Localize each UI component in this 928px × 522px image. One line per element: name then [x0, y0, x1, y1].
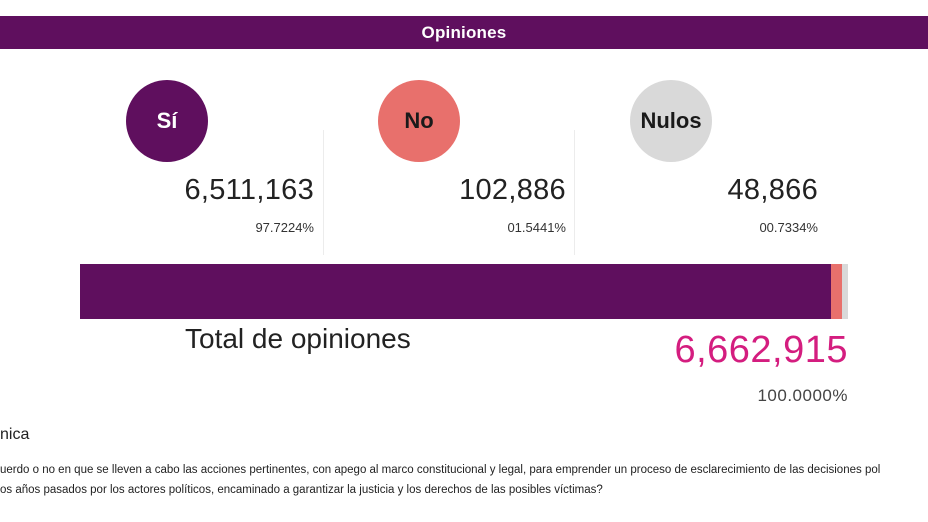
total-percent: 100.0000% — [757, 386, 848, 405]
option-no-badge: No — [378, 80, 460, 162]
question-line-1: uerdo o no en que se lleven a cabo las a… — [0, 464, 881, 476]
header-title: Opiniones — [421, 22, 507, 42]
option-nulos-percent: 00.7334% — [759, 220, 818, 235]
question-line-2: os años pasados por los actores político… — [0, 484, 603, 496]
option-no-label: No — [404, 108, 434, 133]
column-divider — [574, 130, 575, 255]
option-nulos-label: Nulos — [640, 108, 702, 133]
option-si-badge: Sí — [126, 80, 208, 162]
opiniones-header: Opiniones — [0, 16, 928, 49]
option-no-percent: 01.5441% — [507, 220, 566, 235]
column-divider — [323, 130, 324, 255]
bar-segment-si — [80, 264, 831, 319]
option-nulos-badge: Nulos — [630, 80, 712, 162]
option-no-count: 102,886 — [459, 174, 566, 206]
results-stacked-bar — [80, 264, 848, 319]
total-value: 6,662,915 — [674, 329, 848, 371]
question-section-title: nica — [0, 426, 30, 443]
bar-segment-no — [830, 264, 843, 319]
option-si-percent: 97.7224% — [255, 220, 314, 235]
bar-segment-nulos — [842, 264, 848, 319]
option-nulos-count: 48,866 — [727, 174, 818, 206]
total-label: Total de opiniones — [185, 323, 411, 354]
option-si-count: 6,511,163 — [184, 174, 314, 206]
option-si-label: Sí — [156, 108, 178, 133]
question-text: uerdo o no en que se lleven a cabo las a… — [0, 460, 928, 500]
